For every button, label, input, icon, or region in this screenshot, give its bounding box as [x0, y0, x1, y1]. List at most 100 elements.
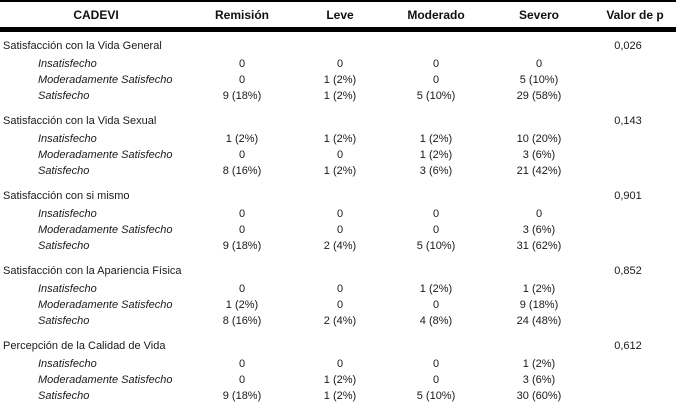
data-cell: 3 (6%) [522, 148, 556, 161]
section-title-row: Satisfacción con si mismo 0,901 [0, 182, 676, 206]
data-cell: 3 (6%) [522, 373, 556, 386]
data-cell: 0 [432, 57, 440, 70]
data-cell: 9 (18%) [222, 389, 262, 402]
row-label: Insatisfecho [38, 282, 97, 295]
empty-p-cell [594, 206, 676, 222]
data-row: Moderadamente Satisfecho 0 1 (2%) 0 5 (10%) [0, 72, 676, 88]
empty-p-cell [594, 388, 676, 406]
data-cell: 0 [238, 357, 246, 370]
data-cell: 0 [336, 357, 344, 370]
row-label: Satisfecho [38, 314, 90, 327]
data-cell: 0 [238, 148, 246, 161]
data-row: Insatisfecho 0 0 0 0 [0, 56, 676, 72]
data-cell: 1 (2%) [323, 164, 357, 177]
data-cell: 1 (2%) [323, 373, 357, 386]
empty-p-cell [594, 281, 676, 297]
data-cell: 0 [336, 207, 344, 220]
data-cell: 0 [238, 223, 246, 236]
column-header-severo: Severo [484, 1, 594, 32]
row-label: Satisfecho [38, 389, 90, 402]
data-cell: 0 [535, 57, 543, 70]
data-cell: 31 (62%) [516, 239, 562, 252]
data-row: Moderadamente Satisfecho 0 1 (2%) 0 3 (6%) [0, 372, 676, 388]
empty-p-cell [594, 131, 676, 147]
data-cell: 1 (2%) [419, 282, 453, 295]
data-cell: 0 [336, 282, 344, 295]
row-label: Satisfecho [38, 89, 90, 102]
row-label: Moderadamente Satisfecho [38, 373, 173, 386]
data-cell: 4 (8%) [419, 314, 453, 327]
row-label: Satisfecho [38, 164, 90, 177]
empty-p-cell [594, 88, 676, 107]
p-value: 0,901 [614, 190, 642, 202]
data-row: Satisfecho 8 (16%) 2 (4%) 4 (8%) 24 (48%) [0, 313, 676, 332]
data-cell: 1 (2%) [419, 148, 453, 161]
data-row: Insatisfecho 0 0 0 0 [0, 206, 676, 222]
data-cell: 0 [432, 223, 440, 236]
empty-p-cell [594, 222, 676, 238]
section-title-row: Satisfacción con la Apariencia Física 0,8… [0, 257, 676, 281]
data-cell: 0 [238, 207, 246, 220]
data-row: Moderadamente Satisfecho 0 0 0 3 (6%) [0, 222, 676, 238]
data-cell: 2 (4%) [323, 239, 357, 252]
empty-p-cell [594, 72, 676, 88]
data-cell: 24 (48%) [516, 314, 562, 327]
data-cell: 0 [336, 148, 344, 161]
empty-p-cell [594, 297, 676, 313]
section-title: Satisfacción con la Vida General [0, 30, 594, 57]
data-cell: 10 (20%) [516, 132, 562, 145]
section-title-text: Satisfacción con la Apariencia Física [3, 265, 182, 277]
empty-p-cell [594, 313, 676, 332]
row-label: Insatisfecho [38, 57, 97, 70]
data-cell: 29 (58%) [516, 89, 562, 102]
section-title: Satisfacción con si mismo [0, 182, 594, 206]
data-cell: 0 [238, 373, 246, 386]
column-header-moderado: Moderado [388, 1, 484, 32]
table-body: Satisfacción con la Vida General 0,026 Ins… [0, 30, 676, 406]
data-cell: 0 [336, 57, 344, 70]
row-label: Insatisfecho [38, 207, 97, 220]
empty-p-cell [594, 147, 676, 163]
section-title-text: Satisfacción con si mismo [3, 190, 130, 202]
data-cell: 5 (10%) [519, 73, 559, 86]
column-header-valor-de-p: Valor de p [594, 1, 676, 32]
data-cell: 0 [432, 357, 440, 370]
data-cell: 30 (60%) [516, 389, 562, 402]
row-label: Moderadamente Satisfecho [38, 148, 173, 161]
data-row: Moderadamente Satisfecho 0 0 1 (2%) 3 (6%) [0, 147, 676, 163]
section-title-text: Satisfacción con la Vida Sexual [3, 115, 157, 127]
p-value: 0,852 [614, 265, 642, 277]
data-cell: 21 (42%) [516, 164, 562, 177]
table-header: CADEVI Remisión Leve Moderado Severo Val… [0, 1, 676, 32]
data-cell: 5 (10%) [416, 89, 456, 102]
data-cell: 1 (2%) [522, 357, 556, 370]
data-cell: 2 (4%) [323, 314, 357, 327]
data-cell: 1 (2%) [323, 73, 357, 86]
data-cell: 5 (10%) [416, 389, 456, 402]
empty-p-cell [594, 238, 676, 257]
data-cell: 1 (2%) [225, 132, 259, 145]
data-row: Moderadamente Satisfecho 1 (2%) 0 0 9 (18%) [0, 297, 676, 313]
column-header-cadevi: CADEVI [0, 1, 192, 32]
section-title-text: Satisfacción con la Vida General [3, 40, 162, 52]
section-title: Percepción de la Calidad de Vida [0, 332, 594, 356]
header-row: CADEVI Remisión Leve Moderado Severo Val… [0, 1, 676, 32]
empty-p-cell [594, 163, 676, 182]
data-cell: 3 (6%) [522, 223, 556, 236]
row-label: Insatisfecho [38, 357, 97, 370]
row-label: Moderadamente Satisfecho [38, 73, 173, 86]
data-cell: 3 (6%) [419, 164, 453, 177]
data-cell: 1 (2%) [522, 282, 556, 295]
data-cell: 9 (18%) [519, 298, 559, 311]
empty-p-cell [594, 356, 676, 372]
data-cell: 0 [238, 57, 246, 70]
data-cell: 0 [336, 223, 344, 236]
p-value: 0,612 [614, 340, 642, 352]
data-cell: 9 (18%) [222, 239, 262, 252]
row-label: Satisfecho [38, 239, 90, 252]
data-cell: 1 (2%) [419, 132, 453, 145]
data-row: Satisfecho 9 (18%) 1 (2%) 5 (10%) 29 (58%) [0, 88, 676, 107]
section-title-row: Percepción de la Calidad de Vida 0,612 [0, 332, 676, 356]
